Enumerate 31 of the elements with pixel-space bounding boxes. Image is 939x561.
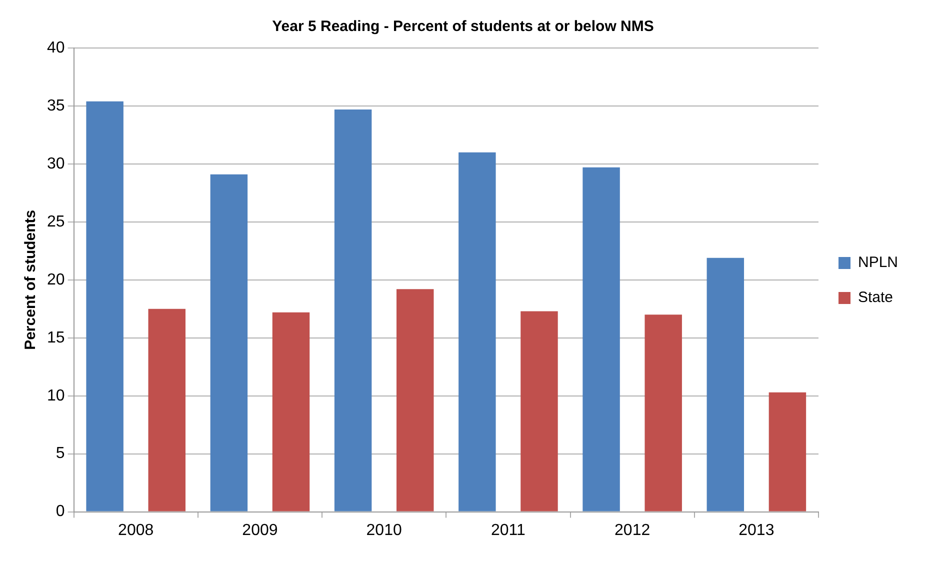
y-tick-label: 5 xyxy=(56,445,65,462)
x-tick-label: 2013 xyxy=(738,522,774,539)
bar xyxy=(148,308,186,512)
bar xyxy=(334,109,372,512)
bar xyxy=(768,392,806,512)
bar xyxy=(644,314,682,512)
x-tick-label: 2011 xyxy=(490,522,526,539)
y-tick-label: 15 xyxy=(47,329,65,346)
x-tick-label: 2008 xyxy=(118,522,154,539)
bar xyxy=(86,101,124,512)
legend-label: NPLN xyxy=(858,254,898,272)
y-tick-label: 30 xyxy=(47,155,65,172)
x-tick-label: 2009 xyxy=(242,522,278,539)
y-tick-label: 35 xyxy=(47,97,65,114)
bar xyxy=(396,289,434,512)
legend-label: State xyxy=(858,289,894,306)
bar xyxy=(520,311,558,512)
bar xyxy=(706,258,744,512)
bar xyxy=(272,312,310,512)
x-tick-label: 2012 xyxy=(614,522,650,539)
bar xyxy=(458,152,496,512)
x-tick-label: 2010 xyxy=(366,522,402,539)
y-axis-title: Percent of students xyxy=(22,210,40,350)
y-tick-label: 25 xyxy=(47,213,65,230)
y-tick-label: 0 xyxy=(56,503,65,520)
bar xyxy=(210,174,248,512)
y-tick-label: 40 xyxy=(47,39,65,56)
bar xyxy=(582,167,620,512)
y-tick-label: 20 xyxy=(47,271,65,288)
chart-title: Year 5 Reading - Percent of students at or below NMS xyxy=(272,18,654,36)
y-tick-label: 10 xyxy=(47,387,65,404)
